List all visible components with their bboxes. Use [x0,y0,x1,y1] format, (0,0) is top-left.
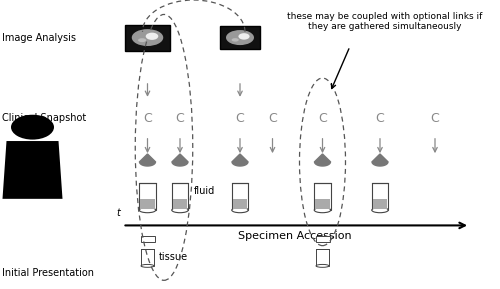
Bar [372,183,388,210]
Text: Specimen Accession: Specimen Accession [238,231,352,241]
Ellipse shape [226,30,254,45]
Polygon shape [232,154,248,166]
Bar [316,249,329,266]
Text: t: t [116,208,120,218]
Bar [232,199,247,209]
Bar [316,199,330,209]
Text: C: C [268,112,277,125]
Ellipse shape [238,33,250,40]
Text: tissue: tissue [158,252,188,262]
Text: C: C [236,112,244,125]
Bar [173,199,187,209]
Text: Initial Presentation: Initial Presentation [2,268,94,278]
Text: C: C [376,112,384,125]
Text: fluid: fluid [194,186,215,196]
Text: C: C [143,112,152,125]
Bar [140,199,155,209]
Text: Image Analysis: Image Analysis [2,33,76,42]
Ellipse shape [141,264,154,267]
Ellipse shape [232,208,248,213]
Ellipse shape [139,208,156,213]
Bar [314,183,331,210]
Bar [125,25,170,51]
Bar [141,249,154,266]
Text: C: C [430,112,440,125]
Bar [232,183,248,210]
Text: C: C [318,112,327,125]
Bar [172,183,188,210]
Ellipse shape [314,208,331,213]
Bar [139,183,156,210]
Bar [373,199,387,209]
Bar [316,236,330,242]
Ellipse shape [316,264,329,267]
Polygon shape [314,154,330,166]
Polygon shape [172,154,188,166]
Ellipse shape [132,29,163,46]
Ellipse shape [372,208,388,213]
Text: C: C [176,112,184,125]
Text: these may be coupled with optional links if
they are gathered simultaneously: these may be coupled with optional links… [288,12,482,31]
Bar [140,236,154,242]
Text: Clinical Snapshot: Clinical Snapshot [2,114,87,123]
Polygon shape [140,154,156,166]
Ellipse shape [138,38,146,42]
Circle shape [11,115,54,140]
Polygon shape [372,154,388,166]
Ellipse shape [232,38,239,42]
Bar [220,26,260,49]
Ellipse shape [146,33,158,40]
Polygon shape [2,141,62,199]
Ellipse shape [172,208,188,213]
